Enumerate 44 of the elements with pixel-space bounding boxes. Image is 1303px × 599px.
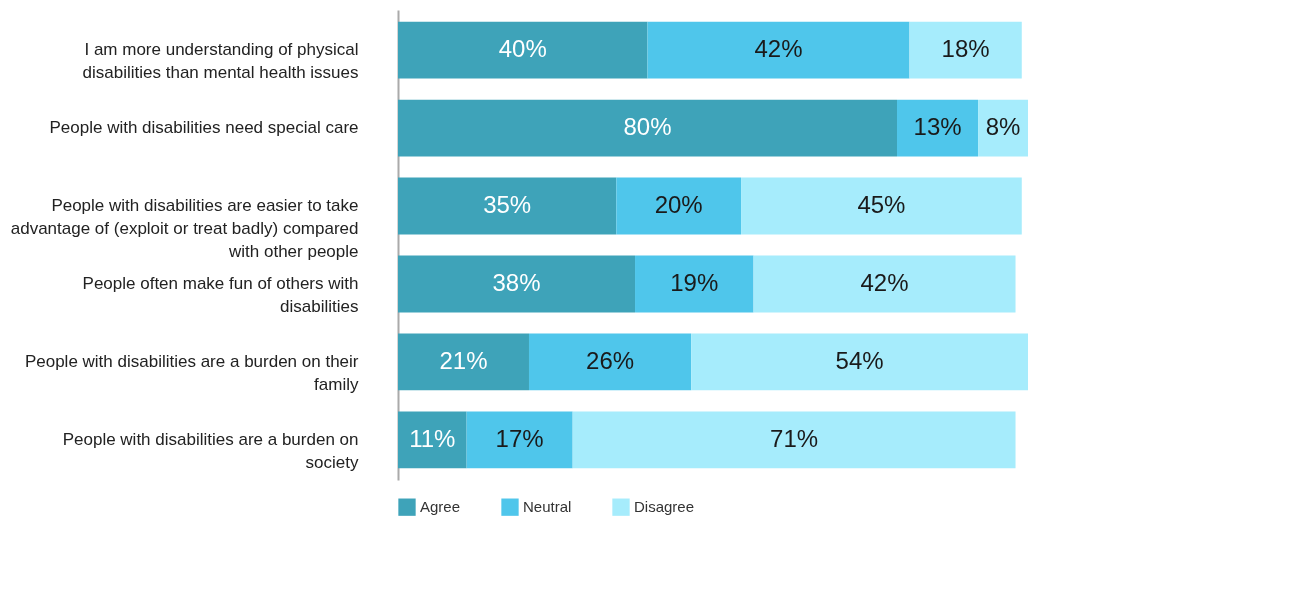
y-tick-label: People with disabilities are easier to take advantage of (exploit or treat badly) compared with other people [10,196,359,262]
bar [753,255,1016,313]
data-label: 17% [495,424,544,452]
bar [398,99,898,157]
bar [741,177,1022,235]
legend-label: Disagree [634,498,695,516]
bar [635,255,754,313]
data-label: 18% [941,35,990,63]
legend-label: Agree [420,498,461,516]
data-label: 40% [498,35,547,63]
data-label: 26% [586,346,635,374]
bar [398,333,529,391]
data-label: 38% [492,268,541,296]
y-tick-label: People with disabilities are a burden on society [62,429,359,472]
data-label: 42% [754,35,803,63]
y-tick-label: People often make fun of others with disabilities [82,273,359,316]
data-label: 21% [439,346,488,374]
y-tick-label: I am more understanding of physical disabilities than mental health issues [82,40,359,83]
data-label: 42% [860,268,909,296]
bar [398,255,636,313]
y-tick-label: People with disabilities are a burden on their family [24,351,359,394]
bar [572,411,1016,469]
data-label: 54% [835,346,884,374]
bar [647,21,910,79]
bar [398,21,648,79]
legend-label: Neutral [523,498,572,516]
bar [897,99,979,157]
data-label: 35% [483,191,532,219]
data-label: 13% [913,113,962,141]
bar [691,333,1028,391]
data-label: 71% [770,424,819,452]
data-label: 80% [623,113,672,141]
bar [909,21,1022,79]
bar [466,411,573,469]
bar [528,333,692,391]
bar [616,177,742,235]
bar [398,177,617,235]
bar [398,411,467,469]
data-label: 8% [985,113,1021,141]
data-label: 11% [409,424,456,452]
data-label: 45% [857,191,906,219]
data-label: 19% [670,268,719,296]
data-label: 20% [654,191,703,219]
y-tick-label: People with disabilities need special care [49,118,359,138]
